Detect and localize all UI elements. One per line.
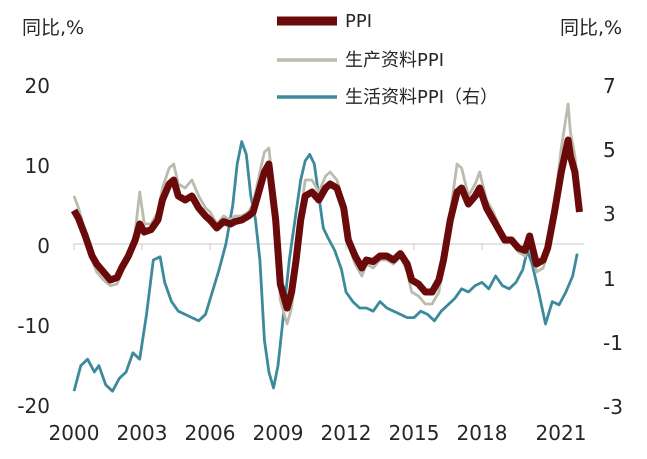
left-tick-label: -20 [17, 394, 50, 418]
left-axis-unit: 同比,% [22, 17, 84, 39]
x-tick-label: 2021 [536, 421, 587, 445]
x-tick-label: 2000 [49, 421, 100, 445]
x-tick-label: 2003 [117, 421, 168, 445]
x-axis: 2000 2003 2006 2009 2012 2015 2018 2021 [49, 243, 587, 445]
legend-label-producer-goods-ppi: 生产资料PPI [345, 50, 444, 71]
right-axis-unit: 同比,% [560, 17, 622, 39]
right-tick-label: 7 [603, 74, 616, 98]
x-tick-label: 2015 [389, 421, 440, 445]
right-tick-label: -3 [603, 395, 623, 419]
legend-label-consumer-goods-ppi: 生活资料PPI（右） [345, 87, 498, 108]
left-tick-label: -10 [17, 314, 50, 338]
series-line-ppi [70, 136, 583, 312]
right-tick-label: 3 [603, 202, 616, 226]
right-tick-label: 1 [603, 267, 616, 291]
x-tick-label: 2006 [185, 421, 236, 445]
left-axis: 20 10 0 -10 -20 [17, 74, 50, 418]
series-line-consumer-goods-ppi [72, 140, 579, 393]
x-tick-label: 2012 [321, 421, 372, 445]
right-tick-label: 5 [603, 138, 616, 162]
left-tick-label: 10 [25, 154, 50, 178]
right-tick-label: -1 [603, 331, 623, 355]
legend-label-ppi: PPI [345, 11, 372, 32]
left-tick-label: 0 [37, 234, 50, 258]
x-tick-label: 2018 [457, 421, 508, 445]
left-tick-label: 20 [25, 74, 50, 98]
plot-area [70, 102, 583, 393]
right-axis: 7 5 3 1 -1 -3 [603, 74, 623, 419]
x-tick-label: 2009 [253, 421, 304, 445]
legend: PPI 生产资料PPI 生活资料PPI（右） [277, 11, 498, 108]
